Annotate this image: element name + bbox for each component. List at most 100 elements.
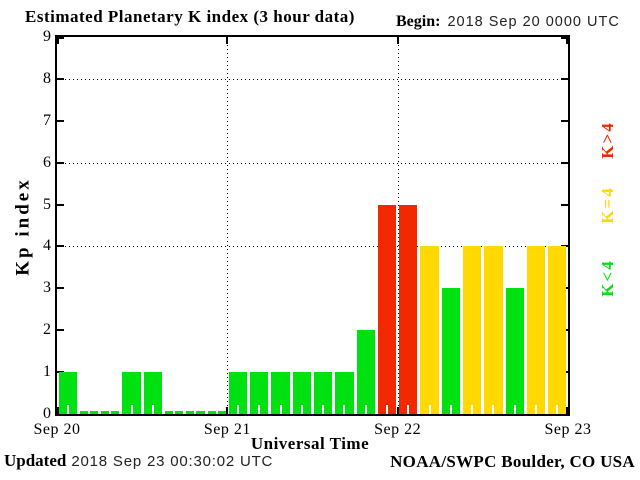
kp-bar (143, 372, 162, 414)
bar-tick-notch (471, 405, 474, 414)
y-tick-label: 5 (43, 195, 51, 213)
kp-bar (441, 288, 461, 414)
x-tick-label: Sep 20 (33, 421, 81, 438)
y-axis-tick (561, 161, 568, 164)
bar-tick-notch (492, 405, 495, 414)
kp-bar (377, 204, 397, 414)
x-axis-title: Universal Time (250, 434, 370, 453)
y-axis-tick (57, 329, 64, 332)
source-credit: NOAA/SWPC Boulder, CO USA (390, 452, 635, 471)
y-tick-label: 8 (43, 69, 51, 87)
updated-label: Updated (4, 451, 67, 470)
x-axis-tick (57, 407, 59, 414)
kp-bar (526, 246, 546, 414)
bar-tick-notch (364, 405, 367, 414)
kp-bar (314, 372, 333, 414)
kp-bar (79, 411, 99, 414)
gridline-vertical (398, 37, 399, 414)
y-axis-tick (561, 37, 568, 39)
kp-bar (271, 372, 290, 414)
kp-bar (207, 411, 226, 414)
y-tick-label: 4 (43, 237, 51, 255)
x-axis-tick (57, 37, 59, 44)
y-tick-label: 2 (43, 321, 51, 339)
y-axis-tick (57, 119, 64, 122)
kp-bar (463, 246, 482, 414)
bar-tick-notch (386, 405, 389, 414)
kp-bar (505, 288, 524, 414)
bar-tick-notch (87, 411, 90, 414)
kp-bar (101, 411, 120, 414)
bar-tick-notch (449, 405, 452, 414)
kp-bar (420, 246, 439, 414)
begin-value: 2018 Sep 20 0000 UTC (447, 14, 620, 30)
kp-bar (548, 246, 567, 414)
bar-tick-notch (66, 405, 69, 414)
x-axis-tick (226, 407, 229, 414)
bar-tick-notch (236, 405, 239, 414)
kp-bar (356, 330, 375, 414)
kp-bar (122, 372, 141, 414)
bar-tick-notch (279, 405, 282, 414)
x-axis-tick (226, 37, 229, 44)
bar-tick-notch (194, 411, 197, 414)
kp-bar (250, 372, 269, 414)
kp-bar (335, 372, 354, 414)
y-axis-tick (57, 245, 64, 248)
y-axis-tick (561, 77, 568, 80)
x-tick-label: Sep 22 (374, 421, 422, 438)
bar-tick-notch (407, 405, 410, 414)
x-tick-label: Sep 21 (203, 421, 251, 438)
y-axis-tick (57, 37, 64, 39)
kp-bar (164, 411, 184, 414)
updated-value: 2018 Sep 23 00:30:02 UTC (71, 453, 274, 470)
y-tick-label: 7 (43, 111, 51, 129)
gridline-horizontal (57, 246, 568, 248)
updated-info: Updated 2018 Sep 23 00:30:02 UTC (4, 451, 273, 471)
x-axis-tick (396, 407, 399, 414)
y-axis-tick (57, 203, 64, 206)
bar-tick-notch (109, 411, 112, 414)
kp-bar (186, 411, 205, 414)
y-tick-label: 0 (43, 405, 51, 422)
y-tick-label: 6 (43, 153, 51, 171)
kp-bar (484, 246, 503, 414)
legend-item-red: K>4 (598, 121, 617, 159)
x-axis-tick (566, 37, 568, 44)
y-axis-tick (561, 245, 568, 248)
bar-tick-notch (343, 405, 346, 414)
plot-area (55, 35, 570, 416)
gridline-vertical (227, 37, 228, 414)
bar-tick-notch (130, 405, 133, 414)
y-axis-tick (57, 287, 64, 290)
bar-tick-notch (173, 411, 176, 414)
begin-label: Begin: (396, 13, 441, 30)
bar-tick-notch (556, 405, 559, 414)
legend-item-yellow: K=4 (598, 186, 617, 224)
x-axis-tick (396, 37, 399, 44)
y-axis-tick (57, 371, 64, 374)
y-tick-label: 3 (43, 279, 51, 297)
bar-tick-notch (513, 405, 516, 414)
bar-tick-notch (322, 405, 325, 414)
y-tick-label: 9 (43, 28, 51, 45)
kp-bar (399, 204, 418, 414)
y-axis-tick (57, 161, 64, 164)
gridline-horizontal (57, 78, 568, 80)
y-axis-title: Kp index (12, 177, 34, 276)
y-axis-tick (57, 77, 64, 80)
chart-title: Estimated Planetary K index (3 hour data… (25, 7, 355, 26)
kp-bar (228, 372, 248, 414)
bar-tick-notch (215, 411, 218, 414)
x-axis-tick (566, 407, 568, 414)
begin-info: Begin: 2018 Sep 20 0000 UTC (396, 13, 620, 31)
bar-tick-notch (151, 405, 154, 414)
kp-bar (58, 372, 77, 414)
bar-tick-notch (428, 405, 431, 414)
gridline-horizontal (57, 162, 568, 164)
y-axis-tick (561, 119, 568, 122)
bar-tick-notch (535, 405, 538, 414)
y-tick-label: 1 (43, 363, 51, 381)
bar-tick-notch (258, 405, 261, 414)
